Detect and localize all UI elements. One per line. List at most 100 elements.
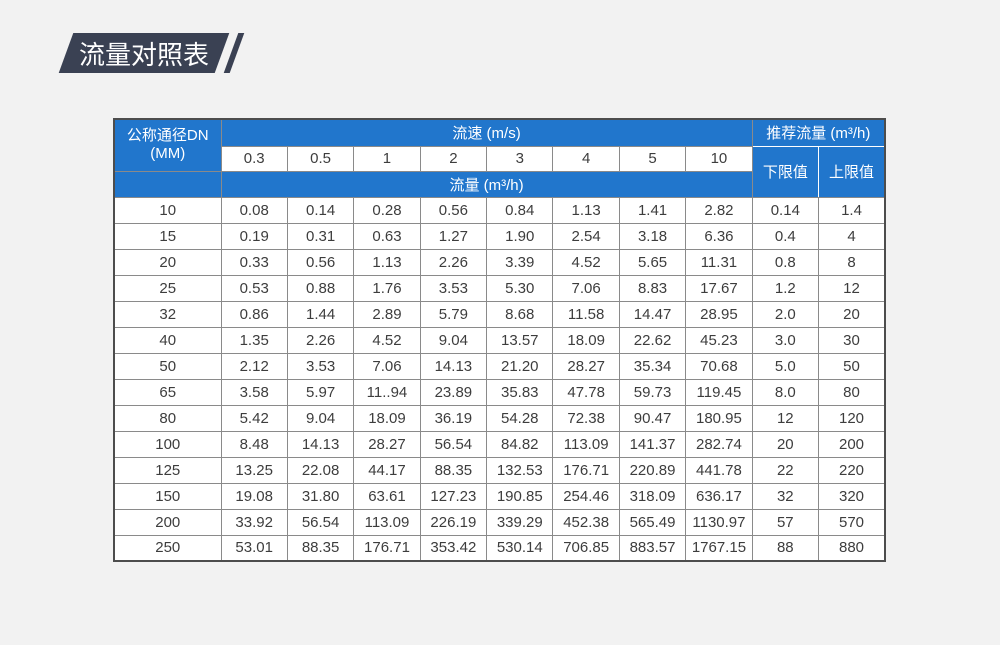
- flow-value-cell: 5.97: [286, 378, 355, 406]
- flow-value-cell: 1.44: [286, 300, 355, 328]
- flow-value-cell: 88.35: [286, 534, 355, 562]
- flow-value-cell: 180.95: [685, 404, 753, 432]
- flow-value-cell: 3.18: [618, 222, 687, 250]
- flow-value-cell: 54.28: [486, 404, 554, 432]
- flow-value-cell: 127.23: [419, 482, 488, 510]
- velocity-value-cell: 4: [552, 145, 620, 172]
- table-row: 100 8.48 14.13 28.27 56.54 84.82 113.09 141.37 2…: [113, 430, 886, 458]
- flow-value-cell: 4.52: [552, 248, 620, 276]
- velocity-value-cell: 10: [685, 145, 753, 172]
- lower-limit-cell: 1.2: [751, 274, 820, 302]
- flow-value-cell: 8.83: [618, 274, 687, 302]
- velocity-value-cell: 0.5: [286, 145, 355, 172]
- flow-value-cell: 0.53: [220, 274, 288, 302]
- lower-limit-cell: 3.0: [751, 326, 820, 354]
- flow-value-cell: 11.58: [552, 300, 620, 328]
- lower-limit-cell: 20: [751, 430, 820, 458]
- flow-value-cell: 706.85: [552, 534, 620, 562]
- flow-value-cell: 7.06: [353, 352, 421, 380]
- flow-value-cell: 226.19: [419, 508, 488, 536]
- table-row: 40 1.35 2.26 4.52 9.04 13.57 18.09 22.62 45.23 3.…: [113, 326, 886, 354]
- flow-value-cell: 14.13: [419, 352, 488, 380]
- flow-value-cell: 72.38: [552, 404, 620, 432]
- table-header: 公称通径DN (MM) 流速 (m/s) 推荐流量 (m³/h) 0.3 0.5…: [113, 118, 886, 198]
- flow-value-cell: 13.57: [486, 326, 554, 354]
- lower-limit-cell: 0.14: [751, 196, 820, 224]
- dn-label-line2: (MM): [150, 145, 186, 163]
- flow-value-cell: 11..94: [353, 378, 421, 406]
- flow-value-cell: 0.19: [220, 222, 288, 250]
- flow-value-cell: 56.54: [419, 430, 488, 458]
- flow-value-cell: 452.38: [552, 508, 620, 536]
- upper-limit-cell: 80: [818, 378, 886, 406]
- flow-value-cell: 21.20: [486, 352, 554, 380]
- dn-cell: 65: [113, 378, 222, 406]
- flow-value-cell: 8.48: [220, 430, 288, 458]
- lower-limit-cell: 8.0: [751, 378, 820, 406]
- flow-value-cell: 530.14: [486, 534, 554, 562]
- flow-value-cell: 353.42: [419, 534, 488, 562]
- flow-value-cell: 3.39: [486, 248, 554, 276]
- lower-limit-cell: 0.4: [751, 222, 820, 250]
- dn-cell: 150: [113, 482, 222, 510]
- table-row: 250 53.01 88.35 176.71 353.42 530.14 706.85 883…: [113, 534, 886, 562]
- upper-limit-cell: 50: [818, 352, 886, 380]
- flow-value-cell: 6.36: [685, 222, 753, 250]
- dn-cell: 15: [113, 222, 222, 250]
- flow-value-cell: 5.65: [618, 248, 687, 276]
- flow-value-cell: 59.73: [618, 378, 687, 406]
- header-row-velocity: 公称通径DN (MM) 流速 (m/s) 推荐流量 (m³/h): [113, 118, 886, 172]
- flow-value-cell: 31.80: [286, 482, 355, 510]
- table-row: 10 0.08 0.14 0.28 0.56 0.84 1.13 1.41 2.82 0.14 1.…: [113, 196, 886, 224]
- flow-value-cell: 0.88: [286, 274, 355, 302]
- flow-value-cell: 190.85: [486, 482, 554, 510]
- velocity-group-header: 流速 (m/s): [220, 118, 753, 147]
- flow-value-cell: 1.76: [353, 274, 421, 302]
- upper-limit-cell: 120: [818, 404, 886, 432]
- flow-value-cell: 0.28: [353, 196, 421, 224]
- flow-value-cell: 84.82: [486, 430, 554, 458]
- upper-limit-cell: 570: [818, 508, 886, 536]
- flow-value-cell: 47.78: [552, 378, 620, 406]
- flow-value-cell: 1.90: [486, 222, 554, 250]
- flow-value-cell: 7.06: [552, 274, 620, 302]
- flow-value-cell: 11.31: [685, 248, 753, 276]
- dn-column-header: 公称通径DN (MM): [113, 118, 222, 172]
- table-row: 25 0.53 0.88 1.76 3.53 5.30 7.06 8.83 17.67 1.2 12: [113, 274, 886, 302]
- dn-cell: 20: [113, 248, 222, 276]
- dn-label-line1: 公称通径DN: [126, 126, 209, 144]
- flow-value-cell: 35.34: [618, 352, 687, 380]
- flow-value-cell: 113.09: [552, 430, 620, 458]
- dn-cell: 50: [113, 352, 222, 380]
- flow-value-cell: 22.08: [286, 456, 355, 484]
- dn-cell: 100: [113, 430, 222, 458]
- flow-value-cell: 14.13: [286, 430, 355, 458]
- flow-value-cell: 0.56: [419, 196, 488, 224]
- table-row: 65 3.58 5.97 11..94 23.89 35.83 47.78 59.73 119.…: [113, 378, 886, 406]
- flow-value-cell: 0.63: [353, 222, 421, 250]
- lower-limit-cell: 12: [751, 404, 820, 432]
- flow-value-cell: 3.53: [419, 274, 488, 302]
- flow-value-cell: 3.58: [220, 378, 288, 406]
- flow-value-cell: 883.57: [618, 534, 687, 562]
- flow-value-cell: 35.83: [486, 378, 554, 406]
- flow-value-cell: 565.49: [618, 508, 687, 536]
- lower-limit-header: 下限值: [751, 145, 820, 198]
- flow-value-cell: 56.54: [286, 508, 355, 536]
- flow-value-cell: 0.08: [220, 196, 288, 224]
- flow-value-cell: 1.13: [552, 196, 620, 224]
- flow-value-cell: 18.09: [353, 404, 421, 432]
- table-body: 10 0.08 0.14 0.28 0.56 0.84 1.13 1.41 2.82 0.14 1.…: [113, 196, 886, 562]
- flow-value-cell: 0.84: [486, 196, 554, 224]
- flow-value-cell: 176.71: [552, 456, 620, 484]
- flow-value-cell: 63.61: [353, 482, 421, 510]
- flow-value-cell: 3.53: [286, 352, 355, 380]
- flow-value-cell: 2.82: [685, 196, 753, 224]
- flow-value-cell: 636.17: [685, 482, 753, 510]
- flow-value-cell: 28.95: [685, 300, 753, 328]
- lower-limit-cell: 5.0: [751, 352, 820, 380]
- table-row: 150 19.08 31.80 63.61 127.23 190.85 254.46 318.…: [113, 482, 886, 510]
- table-row: 50 2.12 3.53 7.06 14.13 21.20 28.27 35.34 70.68 5…: [113, 352, 886, 380]
- flow-value-cell: 220.89: [618, 456, 687, 484]
- flow-value-cell: 176.71: [353, 534, 421, 562]
